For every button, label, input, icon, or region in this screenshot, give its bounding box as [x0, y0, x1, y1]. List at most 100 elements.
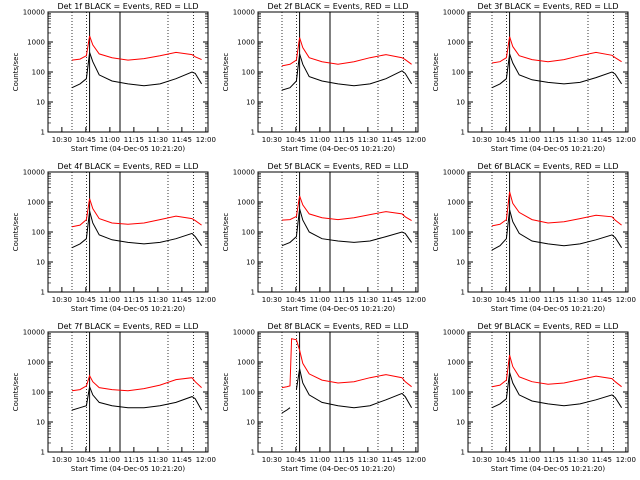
panel-5: Det 5f BLACK = Events, RED = LLD 1 10 100 10… — [222, 162, 426, 313]
series-line-lld — [71, 198, 202, 228]
y-tick-label: 1000 — [447, 359, 465, 367]
y-tick-label: 10000 — [23, 329, 45, 337]
y-tick-label: 10 — [456, 419, 465, 427]
y-tick-label: 1 — [251, 129, 255, 137]
x-tick-label: 12:00 — [196, 136, 216, 144]
y-tick-label: 1000 — [237, 39, 255, 47]
x-tick-label: 11:00 — [100, 456, 120, 464]
panel-title: Det 9f BLACK = Events, RED = LLD — [477, 322, 618, 331]
y-tick-label: 10 — [36, 99, 45, 107]
series-line-lld — [491, 191, 622, 227]
y-tick-label: 10 — [246, 99, 255, 107]
y-axis-label: Counts/sec — [432, 53, 440, 92]
series-line-lld — [491, 36, 622, 64]
x-tick-label: 11:30 — [568, 136, 588, 144]
x-axis-label: Start Time (04-Dec-05 10:21:20) — [281, 145, 395, 153]
x-tick-label: 11:30 — [358, 296, 378, 304]
y-tick-label: 1000 — [237, 359, 255, 367]
series-line-lld — [281, 195, 412, 222]
panel-7: Det 7f BLACK = Events, RED = LLD 1 10 100 10… — [12, 322, 216, 473]
panel-6: Det 6f BLACK = Events, RED = LLD 1 10 100 10… — [432, 162, 636, 313]
series-line-events — [71, 210, 203, 249]
x-tick-label: 11:45 — [382, 296, 402, 304]
x-tick-label: 11:45 — [382, 456, 402, 464]
x-tick-label: 11:15 — [544, 296, 564, 304]
y-axis-label: Counts/sec — [12, 53, 20, 92]
y-tick-label: 10 — [36, 419, 45, 427]
x-axis-label: Start Time (04-Dec-05 10:21:20) — [71, 305, 185, 313]
panel-title: Det 7f BLACK = Events, RED = LLD — [57, 322, 198, 331]
series-line-events — [491, 53, 623, 89]
y-tick-label: 10000 — [233, 329, 255, 337]
y-tick-label: 10000 — [23, 169, 45, 177]
panel-4: Det 4f BLACK = Events, RED = LLD 1 10 100 10… — [12, 162, 216, 313]
series-line-events — [281, 368, 413, 414]
x-tick-label: 10:30 — [262, 296, 282, 304]
y-tick-label: 10000 — [443, 169, 465, 177]
x-tick-label: 11:45 — [172, 136, 192, 144]
x-tick-label: 11:45 — [592, 136, 612, 144]
y-tick-label: 1 — [461, 289, 465, 297]
y-tick-label: 100 — [452, 69, 465, 77]
y-tick-label: 1000 — [237, 199, 255, 207]
series-line-lld — [491, 354, 622, 388]
x-tick-label: 11:15 — [334, 296, 354, 304]
x-tick-label: 12:00 — [196, 296, 216, 304]
x-tick-label: 11:00 — [310, 136, 330, 144]
x-tick-label: 10:45 — [286, 136, 306, 144]
x-axis-label: Start Time (04-Dec-05 10:21:20) — [71, 465, 185, 473]
panel-title: Det 4f BLACK = Events, RED = LLD — [57, 162, 198, 171]
y-axis-label: Counts/sec — [222, 53, 230, 92]
x-tick-label: 10:45 — [286, 456, 306, 464]
y-axis-label: Counts/sec — [432, 213, 440, 252]
x-tick-label: 10:30 — [52, 136, 72, 144]
y-tick-label: 100 — [32, 69, 45, 77]
series-line-lld — [281, 338, 412, 389]
series-line-lld — [281, 37, 412, 67]
x-tick-label: 11:30 — [568, 456, 588, 464]
x-tick-label: 10:45 — [496, 136, 516, 144]
y-axis-label: Counts/sec — [222, 373, 230, 412]
y-tick-label: 1000 — [27, 199, 45, 207]
y-tick-label: 1000 — [27, 359, 45, 367]
series-line-events — [71, 384, 203, 411]
series-line-events — [491, 209, 623, 251]
y-tick-label: 1 — [41, 289, 45, 297]
y-tick-label: 1 — [461, 449, 465, 457]
x-tick-label: 11:00 — [520, 456, 540, 464]
y-tick-label: 10000 — [233, 9, 255, 17]
panel-title: Det 2f BLACK = Events, RED = LLD — [267, 2, 408, 11]
y-tick-label: 100 — [452, 229, 465, 237]
y-tick-label: 1000 — [447, 39, 465, 47]
x-tick-label: 11:00 — [100, 296, 120, 304]
y-tick-label: 1 — [461, 129, 465, 137]
x-tick-label: 10:30 — [52, 296, 72, 304]
x-tick-label: 11:15 — [124, 296, 144, 304]
x-tick-label: 11:30 — [148, 136, 168, 144]
x-axis-label: Start Time (04-Dec-05 10:21:20) — [491, 145, 605, 153]
x-axis-label: Start Time (04-Dec-05 10:21:20) — [281, 465, 395, 473]
y-tick-label: 1 — [251, 289, 255, 297]
y-tick-label: 100 — [32, 229, 45, 237]
y-axis-label: Counts/sec — [12, 213, 20, 252]
series-line-events — [281, 53, 413, 91]
y-axis-label: Counts/sec — [222, 213, 230, 252]
y-tick-label: 1 — [41, 129, 45, 137]
y-tick-label: 100 — [452, 389, 465, 397]
x-tick-label: 11:15 — [544, 456, 564, 464]
x-tick-label: 12:00 — [616, 456, 636, 464]
x-tick-label: 12:00 — [406, 296, 426, 304]
panel-title: Det 3f BLACK = Events, RED = LLD — [477, 2, 618, 11]
x-tick-label: 11:15 — [124, 456, 144, 464]
x-tick-label: 11:00 — [310, 296, 330, 304]
y-tick-label: 100 — [32, 389, 45, 397]
x-tick-label: 10:30 — [52, 456, 72, 464]
x-tick-label: 11:30 — [148, 456, 168, 464]
y-tick-label: 10 — [36, 259, 45, 267]
panel-title: Det 1f BLACK = Events, RED = LLD — [57, 2, 198, 11]
x-tick-label: 11:15 — [334, 136, 354, 144]
x-axis-label: Start Time (04-Dec-05 10:21:20) — [491, 465, 605, 473]
x-tick-label: 10:45 — [286, 296, 306, 304]
x-tick-label: 12:00 — [616, 296, 636, 304]
x-tick-label: 11:45 — [592, 296, 612, 304]
